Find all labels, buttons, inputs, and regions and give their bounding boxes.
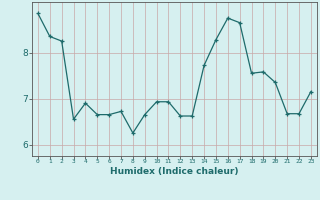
X-axis label: Humidex (Indice chaleur): Humidex (Indice chaleur) [110,167,239,176]
